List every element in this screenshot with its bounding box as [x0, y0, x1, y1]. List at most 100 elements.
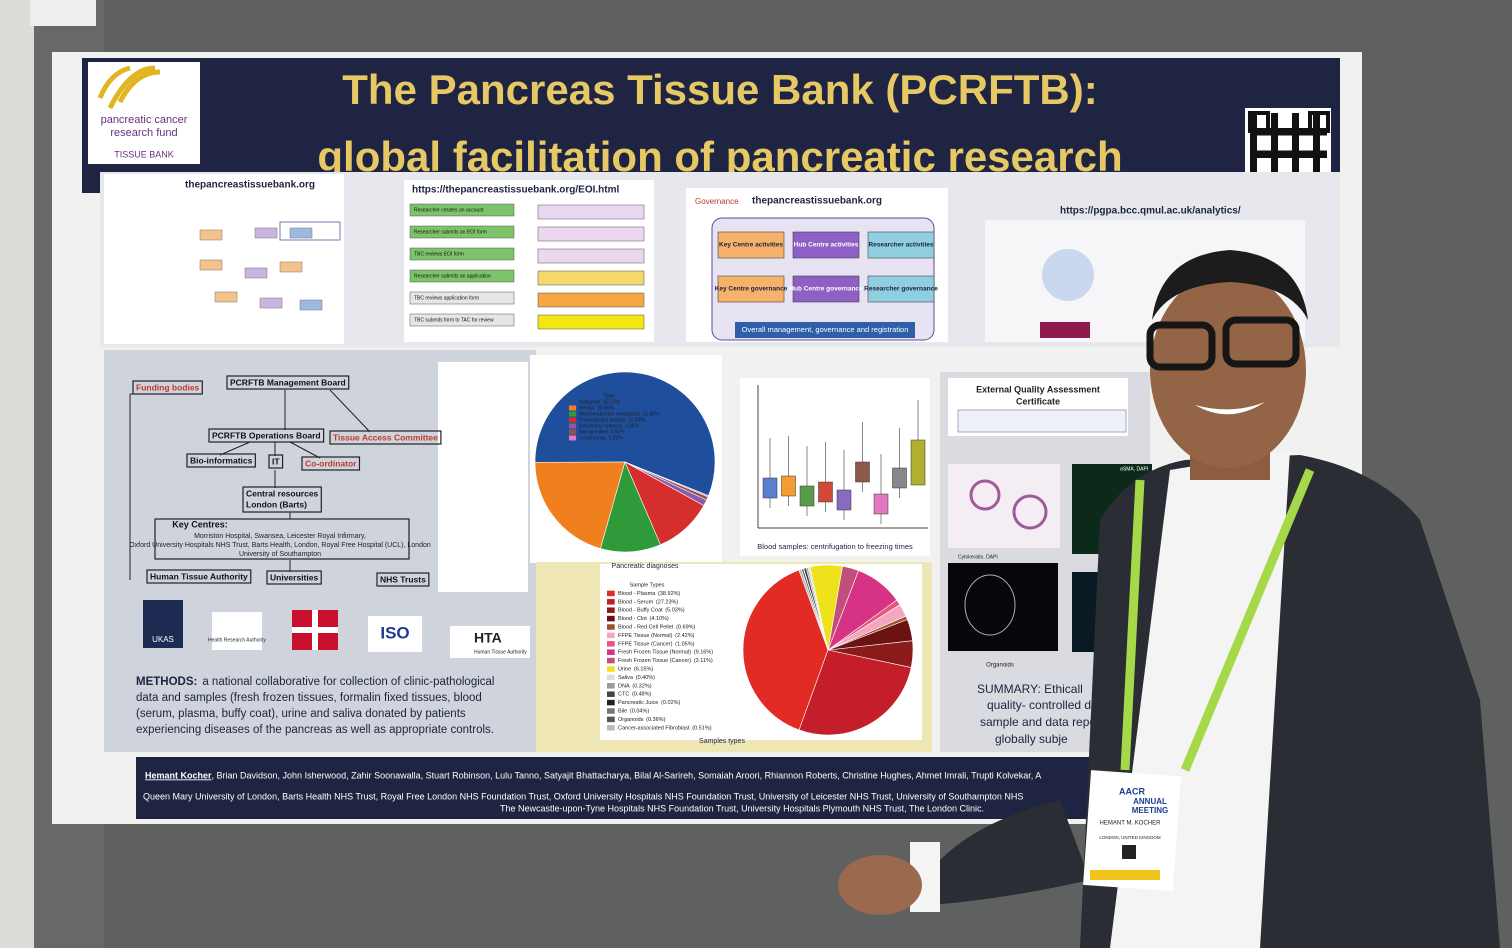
qr-cell: [1271, 113, 1278, 121]
governance-text: Hub Centre governance: [789, 286, 863, 293]
qr-cell: [1299, 150, 1306, 158]
legend-value: 56.22%: [603, 399, 621, 405]
legend-value: (38.92%): [658, 591, 680, 597]
qr-cell: [1264, 150, 1271, 158]
box: [836, 489, 852, 511]
legend-value: (1.05%): [675, 641, 694, 647]
qr-cell: [1278, 150, 1285, 158]
url: https://thepancreastissuebank.org/EOI.ht…: [412, 185, 619, 196]
methods-text: (serum, plasma, buffy coat), urine and s…: [136, 708, 466, 720]
qr-cell: [1257, 150, 1264, 158]
org-box: [146, 569, 252, 584]
org-box-label: Human Tissue Authority: [150, 571, 248, 581]
legend-swatch: [607, 590, 615, 597]
legend-value: (27.23%): [656, 599, 678, 605]
org-box-label: Central resources: [246, 488, 319, 498]
governance-box: [867, 275, 935, 303]
box: [762, 477, 778, 499]
pie-slice: [624, 461, 709, 498]
badge-text: MEETING: [1132, 806, 1168, 815]
affiliations: The Newcastle-upon-Tyne Hospitals NHS Fo…: [500, 803, 984, 813]
org-box-label: IT: [272, 456, 280, 466]
legend-label: Fresh Frozen Tissue (Cancer): [618, 658, 691, 664]
qr-cell: [1313, 165, 1320, 173]
org-box: [226, 375, 350, 390]
micrograph: [948, 464, 1060, 548]
org-box-label: London (Barts): [246, 499, 307, 509]
badge-text: LONDON, UNITED KINGDOM: [1099, 835, 1161, 840]
legend-value: (0.51%): [692, 725, 711, 731]
legend-swatch: [607, 599, 615, 605]
qr-cell: [1271, 150, 1278, 158]
eoi-step-box: [409, 225, 515, 239]
partner-logo-strip: [438, 362, 528, 592]
qr-cell: [1250, 120, 1257, 128]
footer-band: [136, 757, 1096, 819]
pie-slice: [534, 371, 716, 497]
panel: [740, 378, 930, 556]
legend-value: (0.40%): [636, 675, 655, 681]
org-box-label: Co-ordinator: [305, 458, 357, 468]
partner-logo: HTA: [474, 630, 502, 646]
analytics-hub: [1042, 249, 1094, 301]
box: [892, 467, 907, 489]
legend-value: 1.09%: [625, 423, 640, 429]
url: thepancreastissuebank.org: [185, 180, 315, 191]
governance-text: Hub Centre activities: [794, 242, 859, 249]
qr-finder: [1248, 111, 1270, 133]
qr-cell: [1313, 113, 1320, 121]
legend-swatch: [569, 417, 576, 423]
qr-cell: [1285, 150, 1292, 158]
legend-swatch: [607, 615, 615, 622]
qr-cell: [1292, 165, 1299, 173]
legend-value: 0.22%: [609, 435, 624, 441]
eoi-side-box: [537, 314, 645, 330]
qr-cell: [1271, 165, 1278, 173]
org-box: [268, 454, 284, 469]
qr-cell: [1292, 135, 1299, 143]
flow-box: [244, 267, 268, 279]
legend-title: Sample Types: [630, 582, 665, 588]
qr-cell: [1285, 128, 1292, 136]
org-connector: [289, 441, 321, 459]
governance-footer: Overall management, governance and regis…: [742, 325, 909, 334]
eoi-side-box: [537, 292, 645, 308]
governance-text: Key Centre governance: [715, 286, 788, 293]
legend-value: (4.10%): [650, 616, 669, 622]
badge-text: AACR: [1119, 786, 1145, 796]
legend-swatch: [607, 725, 615, 731]
legend-label: Neuroendocrine neoplasms: [579, 411, 641, 417]
logo-hra: [212, 612, 262, 650]
micrograph-cell: [964, 574, 1016, 636]
qr-cell: [1292, 128, 1299, 136]
eoi-step: TBC reviews application form: [414, 295, 479, 301]
governance-text: Researcher governance: [864, 286, 938, 293]
logo-text: research fund: [110, 127, 177, 139]
eoi-step-box: [409, 269, 515, 283]
org-chart: Funding bodies PCRFTB Management Board PCR…: [129, 377, 438, 584]
eoi-side-box: [537, 248, 645, 264]
legend-label: CTC: [618, 692, 629, 698]
eoi-step: TBC submits form to TAC for review: [414, 317, 494, 323]
legend-value: (2.42%): [675, 633, 694, 639]
legend-swatch: [607, 624, 615, 630]
qr-cell: [1292, 113, 1299, 121]
legend-swatch: [607, 649, 615, 655]
governance-box: [792, 231, 860, 259]
qr-cell: [1250, 165, 1257, 173]
logo-wheat: [97, 65, 161, 110]
url: thepancreastissuebank.org: [752, 196, 882, 207]
affiliations: Queen Mary University of London, Barts H…: [143, 791, 1023, 801]
legend-swatch: [607, 632, 615, 639]
logo-text: pancreatic cancer: [101, 114, 188, 126]
qr-cell: [1313, 158, 1320, 166]
legend-swatch: [607, 666, 615, 672]
qr-cell: [1271, 128, 1278, 136]
legend-label: Blood - Clot: [618, 616, 647, 622]
micrograph-cell: [969, 479, 1001, 511]
lanyard: [1120, 468, 1315, 772]
org-box-label: NHS Trusts: [380, 574, 426, 584]
legend-swatch: [569, 435, 576, 441]
legend-label: Bile: [618, 708, 627, 714]
org-box: [154, 518, 410, 560]
